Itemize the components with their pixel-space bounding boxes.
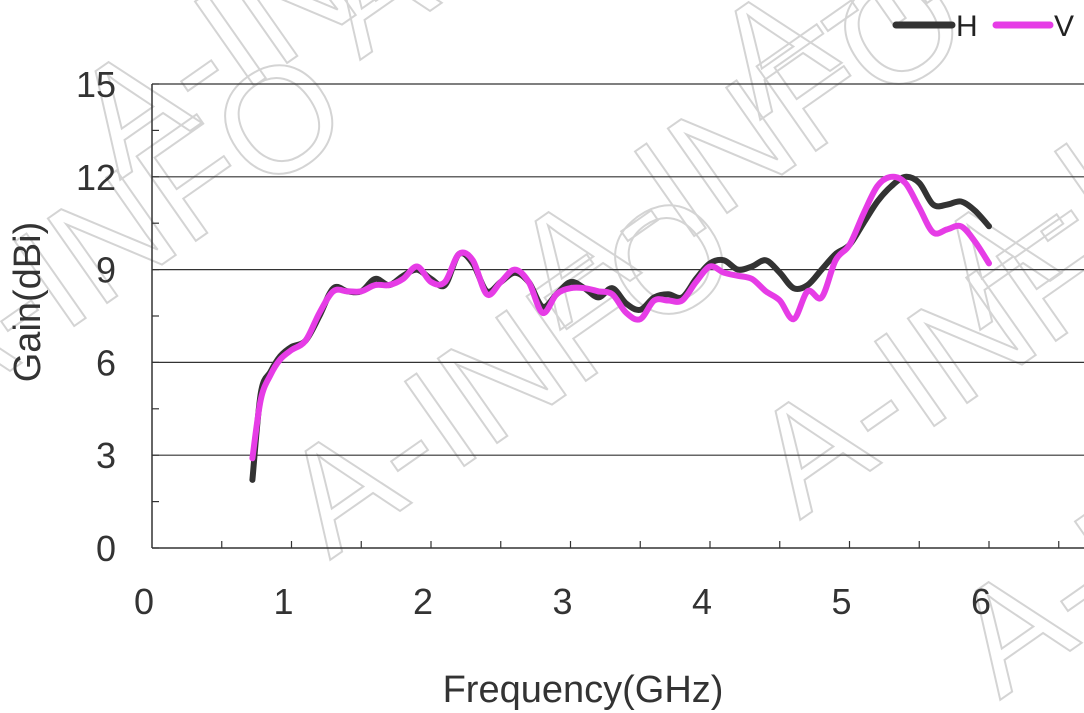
y-tick-label: 9 <box>96 250 116 291</box>
x-tick-label: 6 <box>971 581 991 622</box>
legend-label-v: V <box>1054 10 1074 43</box>
y-tick-label: 15 <box>76 64 116 105</box>
x-tick-label: 0 <box>134 581 154 622</box>
series-line-v <box>249 173 992 462</box>
x-tick-label: 1 <box>273 581 293 622</box>
y-axis-title: Gain(dBi) <box>7 222 49 383</box>
legend: H V <box>892 10 1074 43</box>
x-tick-label: 3 <box>552 581 572 622</box>
series-lines <box>249 173 992 483</box>
x-axis-title: Frequency(GHz) <box>443 669 724 711</box>
x-tick-labels: 0 1 2 3 4 5 6 <box>134 581 991 622</box>
y-tick-label: 6 <box>96 342 116 383</box>
axes <box>151 83 1084 549</box>
y-tick-label: 3 <box>96 435 116 476</box>
x-tick-label: 5 <box>831 581 851 622</box>
grid-lines <box>152 83 1084 456</box>
legend-label-h: H <box>956 10 978 43</box>
y-tick-labels: 0 3 6 9 12 15 <box>76 64 116 569</box>
x-tick-label: 2 <box>413 581 433 622</box>
y-tick-label: 0 <box>96 528 116 569</box>
x-tick-label: 4 <box>692 581 712 622</box>
y-tick-label: 12 <box>76 157 116 198</box>
